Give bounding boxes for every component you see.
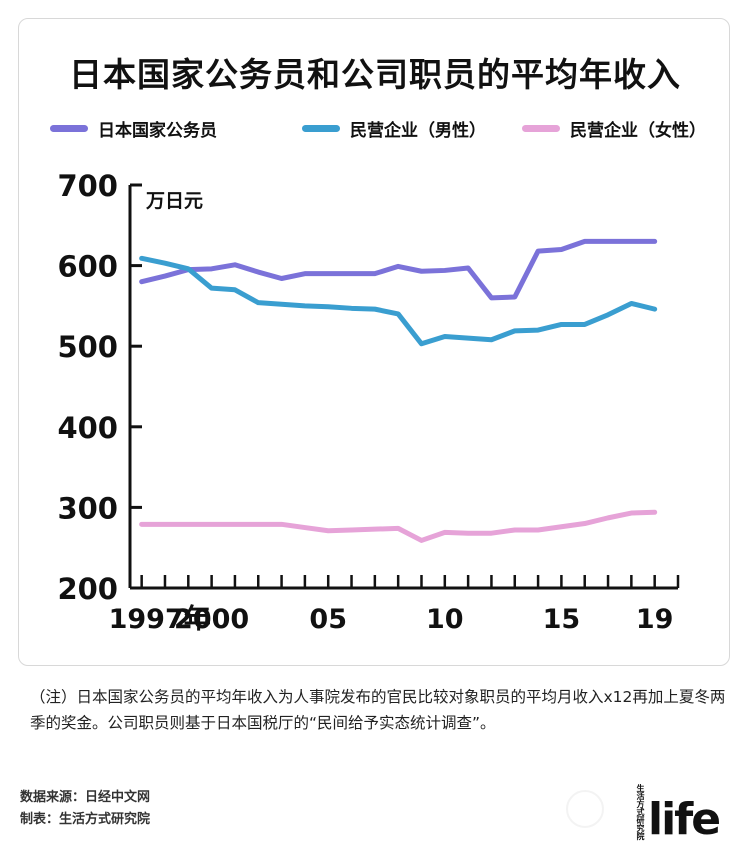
y-tick-label: 700 [57, 169, 118, 203]
series-line-0 [139, 238, 658, 301]
logo-word: life [648, 794, 721, 845]
y-tick-label: 400 [57, 411, 118, 445]
x-tick-label: 19 [636, 604, 674, 635]
legend-label-private-male: 民营企业（男性） [350, 121, 486, 141]
series-line-1 [139, 255, 658, 347]
legend-swatch-private-female [522, 125, 560, 132]
x-tick-label: 15 [543, 604, 581, 635]
logo-strip-text: 生活方式研究院 [636, 784, 645, 840]
y-tick-label: 500 [57, 330, 118, 364]
x-tick-label: 10 [426, 604, 464, 635]
legend-item-private-female: 民营企业（女性） [522, 116, 706, 141]
legend-item-private-male: 民营企业（男性） [302, 116, 486, 141]
x-tick-label: 05 [309, 604, 347, 635]
legend: 日本国家公务员 民营企业（男性） 民营企业（女性） [40, 116, 730, 142]
legend-label-private-female: 民营企业（女性） [570, 121, 706, 141]
x-tick-label: 2000 [174, 604, 249, 635]
watermark-circle [566, 790, 604, 828]
life-logo: 生活方式研究院 life [636, 784, 721, 845]
legend-item-civil-servant: 日本国家公务员 [50, 116, 217, 141]
legend-swatch-private-male [302, 125, 340, 132]
y-tick-label: 200 [57, 572, 118, 606]
data-source: 数据来源：日经中文网 [20, 790, 151, 805]
y-tick-label: 600 [57, 250, 118, 284]
legend-swatch-civil-servant [50, 125, 88, 132]
x-tick-label: 1997年 [109, 603, 211, 635]
y-unit-label: 万日元 [145, 190, 203, 212]
series-line-2 [139, 509, 658, 543]
legend-label-civil-servant: 日本国家公务员 [98, 121, 217, 141]
y-tick-label: 300 [57, 491, 118, 525]
chart-card [18, 18, 730, 666]
footnote: （注）日本国家公务员的平均年收入为人事院发布的官民比较对象职员的平均月收入x12… [30, 688, 726, 732]
chart-maker: 制表：生活方式研究院 [20, 812, 151, 827]
chart-title: 日本国家公务员和公司职员的平均年收入 [69, 55, 681, 94]
